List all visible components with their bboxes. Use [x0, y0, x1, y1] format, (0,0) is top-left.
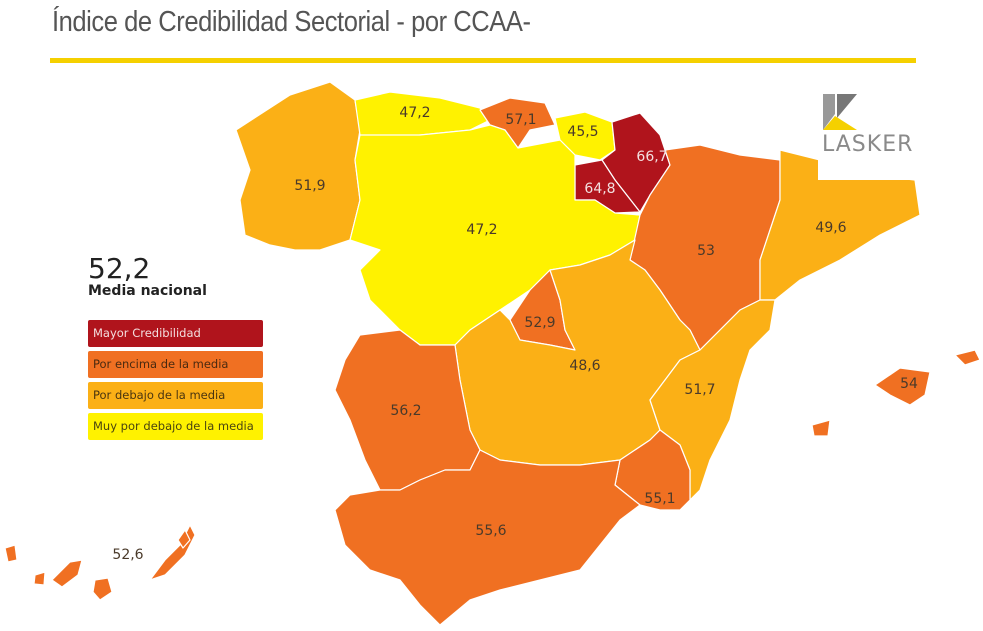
logo-mark-icon	[823, 94, 857, 130]
legend-item-mayor: Mayor Credibilidad	[88, 320, 263, 347]
region-baleares	[811, 419, 831, 437]
logo-text: LASKER	[822, 132, 914, 157]
national-average-value: 52,2	[88, 252, 151, 285]
region-value-castilla-y-leon: 47,2	[466, 222, 497, 238]
legend: Mayor Credibilidad Por encima de la medi…	[88, 320, 263, 444]
legend-item-encima: Por encima de la media	[88, 351, 263, 378]
region-canarias	[4, 544, 18, 563]
region-canarias	[92, 577, 113, 601]
region-baleares	[954, 349, 981, 366]
region-value-aragon: 53	[697, 243, 715, 259]
region-canarias	[149, 524, 196, 581]
region-value-la-rioja: 64,8	[584, 181, 615, 197]
legend-item-muy-debajo: Muy por debajo de la media	[88, 413, 263, 440]
region-valencia	[649, 299, 776, 501]
region-baleares	[874, 367, 931, 406]
title-divider	[50, 58, 916, 63]
region-value-murcia: 55,1	[644, 491, 675, 507]
region-value-galicia: 51,9	[294, 178, 325, 194]
legend-item-debajo: Por debajo de la media	[88, 382, 263, 409]
region-value-navarra: 66,7	[636, 149, 667, 165]
region-value-pais-vasco: 45,5	[567, 124, 598, 140]
region-value-baleares: 54	[900, 376, 918, 392]
national-average-label: Media nacional	[88, 283, 207, 299]
lasker-logo: LASKER	[818, 80, 928, 180]
national-average: 52,2 Media nacional	[88, 252, 207, 300]
region-value-asturias: 47,2	[399, 105, 430, 121]
region-value-canarias: 52,6	[112, 547, 143, 563]
region-canarias	[51, 559, 83, 588]
region-value-valencia: 51,7	[684, 382, 715, 398]
region-canarias	[177, 529, 191, 549]
region-value-madrid: 52,9	[524, 315, 555, 331]
region-value-cataluna: 49,6	[815, 220, 846, 236]
region-galicia	[235, 81, 361, 251]
page-title: Índice de Credibilidad Sectorial - por C…	[52, 6, 531, 38]
region-canarias	[33, 571, 46, 586]
region-value-castilla-la-mancha: 48,6	[569, 358, 600, 374]
region-value-extremadura: 56,2	[390, 403, 421, 419]
region-andalucia	[334, 449, 641, 626]
region-value-andalucia: 55,6	[475, 523, 506, 539]
region-value-cantabria: 57,1	[505, 112, 536, 128]
